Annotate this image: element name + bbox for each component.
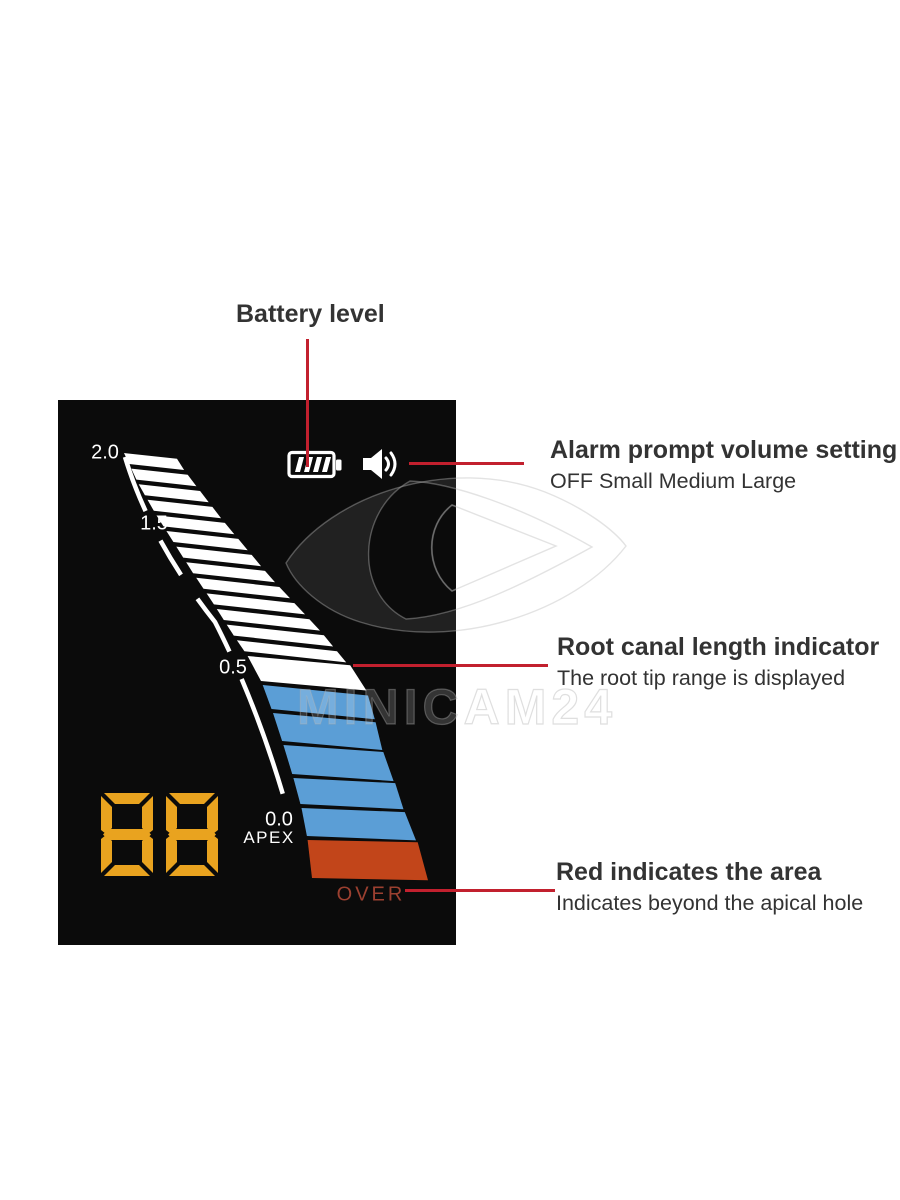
alarm-leader-line [409,462,524,465]
gauge-segment [176,546,262,567]
battery-leader-line [306,339,309,467]
gauge-segment [216,609,320,631]
gauge-segment [124,453,185,470]
seven-segment-digit [166,793,218,876]
apex-label: APEX [243,828,295,847]
gauge-segment [262,685,375,720]
root-canal-callout: Root canal length indicator The root tip… [557,633,879,691]
seven-segment-digits [100,792,219,877]
scale-label: 0.0 [265,808,293,831]
seven-segment-digit [101,793,153,876]
over-label: OVER [336,883,406,906]
gauge-segment [307,840,428,881]
gauge-segment [138,484,209,503]
alarm-callout: Alarm prompt volume setting OFF Small Me… [550,436,897,494]
root-canal-leader-line [353,664,548,667]
root-canal-callout-subtitle: The root tip range is displayed [557,666,846,690]
over-area-callout: Red indicates the area Indicates beyond … [556,858,863,916]
battery-callout-label: Battery level [236,300,385,328]
gauge-segment [226,624,334,647]
gauge-scale-arc [122,456,287,799]
scale-label: 0.5 [219,656,247,679]
scale-label: 2.0 [91,441,119,464]
alarm-callout-title: Alarm prompt volume setting [550,436,898,464]
gauge-segment [301,808,416,841]
gauge-segment [247,656,367,691]
gauge-segment [236,640,347,663]
alarm-callout-subtitle: OFF Small Medium Large [550,469,797,493]
gauge-segment [131,468,197,487]
gauge-segment [206,593,305,615]
root-canal-callout-title: Root canal length indicator [557,633,880,661]
over-area-callout-title: Red indicates the area [556,858,822,886]
gauge-segment [283,745,394,782]
gauge-segment [156,515,235,535]
over-area-callout-subtitle: Indicates beyond the apical hole [556,891,864,915]
gauge-segment [273,713,383,750]
speaker-icon [363,449,397,479]
gauge-segment [166,531,248,551]
gauge-segment [196,577,290,599]
scale-label: 1.5 [140,512,168,535]
gauge-segment [147,499,222,519]
battery-icon [287,450,342,479]
gauge-segment [293,778,404,810]
over-leader-line [405,889,555,892]
gauge-segment [186,562,275,583]
